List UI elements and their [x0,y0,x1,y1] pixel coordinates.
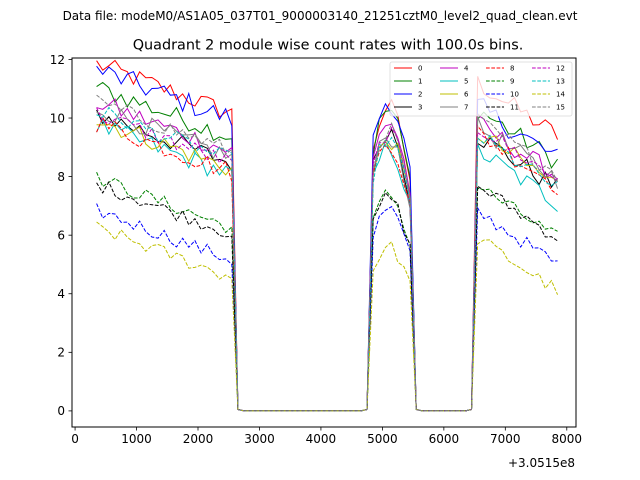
legend-label-9: 9 [510,78,514,86]
series-line-6 [96,123,558,412]
legend-label-5: 5 [464,78,468,86]
y-axis: 0 2 4 6 8 10 12 [50,53,72,418]
x-tick-label: 4000 [306,432,337,446]
legend-frame [389,61,573,117]
legend-label-13: 13 [556,78,565,86]
legend-label-0: 0 [418,65,422,73]
legend-label-1: 1 [418,78,422,86]
series-layer [96,59,559,412]
legend-label-2: 2 [418,91,422,99]
series-line-12 [96,107,558,412]
series-line-5 [96,118,558,412]
y-tick-label: 12 [50,53,65,67]
y-tick-label: 10 [50,111,65,125]
legend-label-11: 11 [510,104,519,112]
y-tick-label: 8 [57,170,65,184]
x-axis: 0 1000 2000 3000 4000 5000 6000 7000 8000 [71,427,582,446]
chart-suptitle: Data file: modeM0/AS1A05_037T01_90000031… [63,9,578,23]
series-line-9 [96,172,558,412]
chart-title: Quadrant 2 module wise count rates with … [133,38,524,54]
x-tick-label: 5000 [367,432,398,446]
y-tick-label: 4 [57,287,65,301]
legend-label-4: 4 [464,65,469,73]
plot-frame [71,57,577,428]
legend-label-15: 15 [556,104,565,112]
x-tick-label: 0 [71,432,79,446]
y-tick-label: 0 [57,404,65,418]
legend-label-6: 6 [464,91,469,99]
series-line-14 [96,221,559,412]
series-line-7 [96,108,559,412]
y-tick-label: 6 [57,228,65,242]
series-line-10 [96,203,558,412]
legend-label-10: 10 [510,91,519,99]
legend-label-3: 3 [418,104,422,112]
x-tick-label: 6000 [429,432,460,446]
x-tick-label: 3000 [244,432,275,446]
legend-label-7: 7 [464,104,468,112]
legend-label-14: 14 [556,91,565,99]
series-line-13 [96,106,558,412]
legend-label-8: 8 [510,65,514,73]
x-tick-label: 2000 [183,432,214,446]
plot-area: 0 1000 2000 3000 4000 5000 6000 7000 8000 0 2 4 6 8 1… [50,53,582,470]
series-line-15 [96,94,559,412]
y-tick-label: 2 [57,346,65,360]
series-line-1 [96,81,558,412]
x-tick-label: 8000 [552,432,583,446]
x-offset-label: +3.0515e8 [508,456,575,470]
legend-label-12: 12 [556,65,565,73]
series-line-11 [96,180,558,412]
x-tick-label: 7000 [490,432,521,446]
series-line-2 [96,65,558,412]
x-tick-label: 1000 [121,432,152,446]
